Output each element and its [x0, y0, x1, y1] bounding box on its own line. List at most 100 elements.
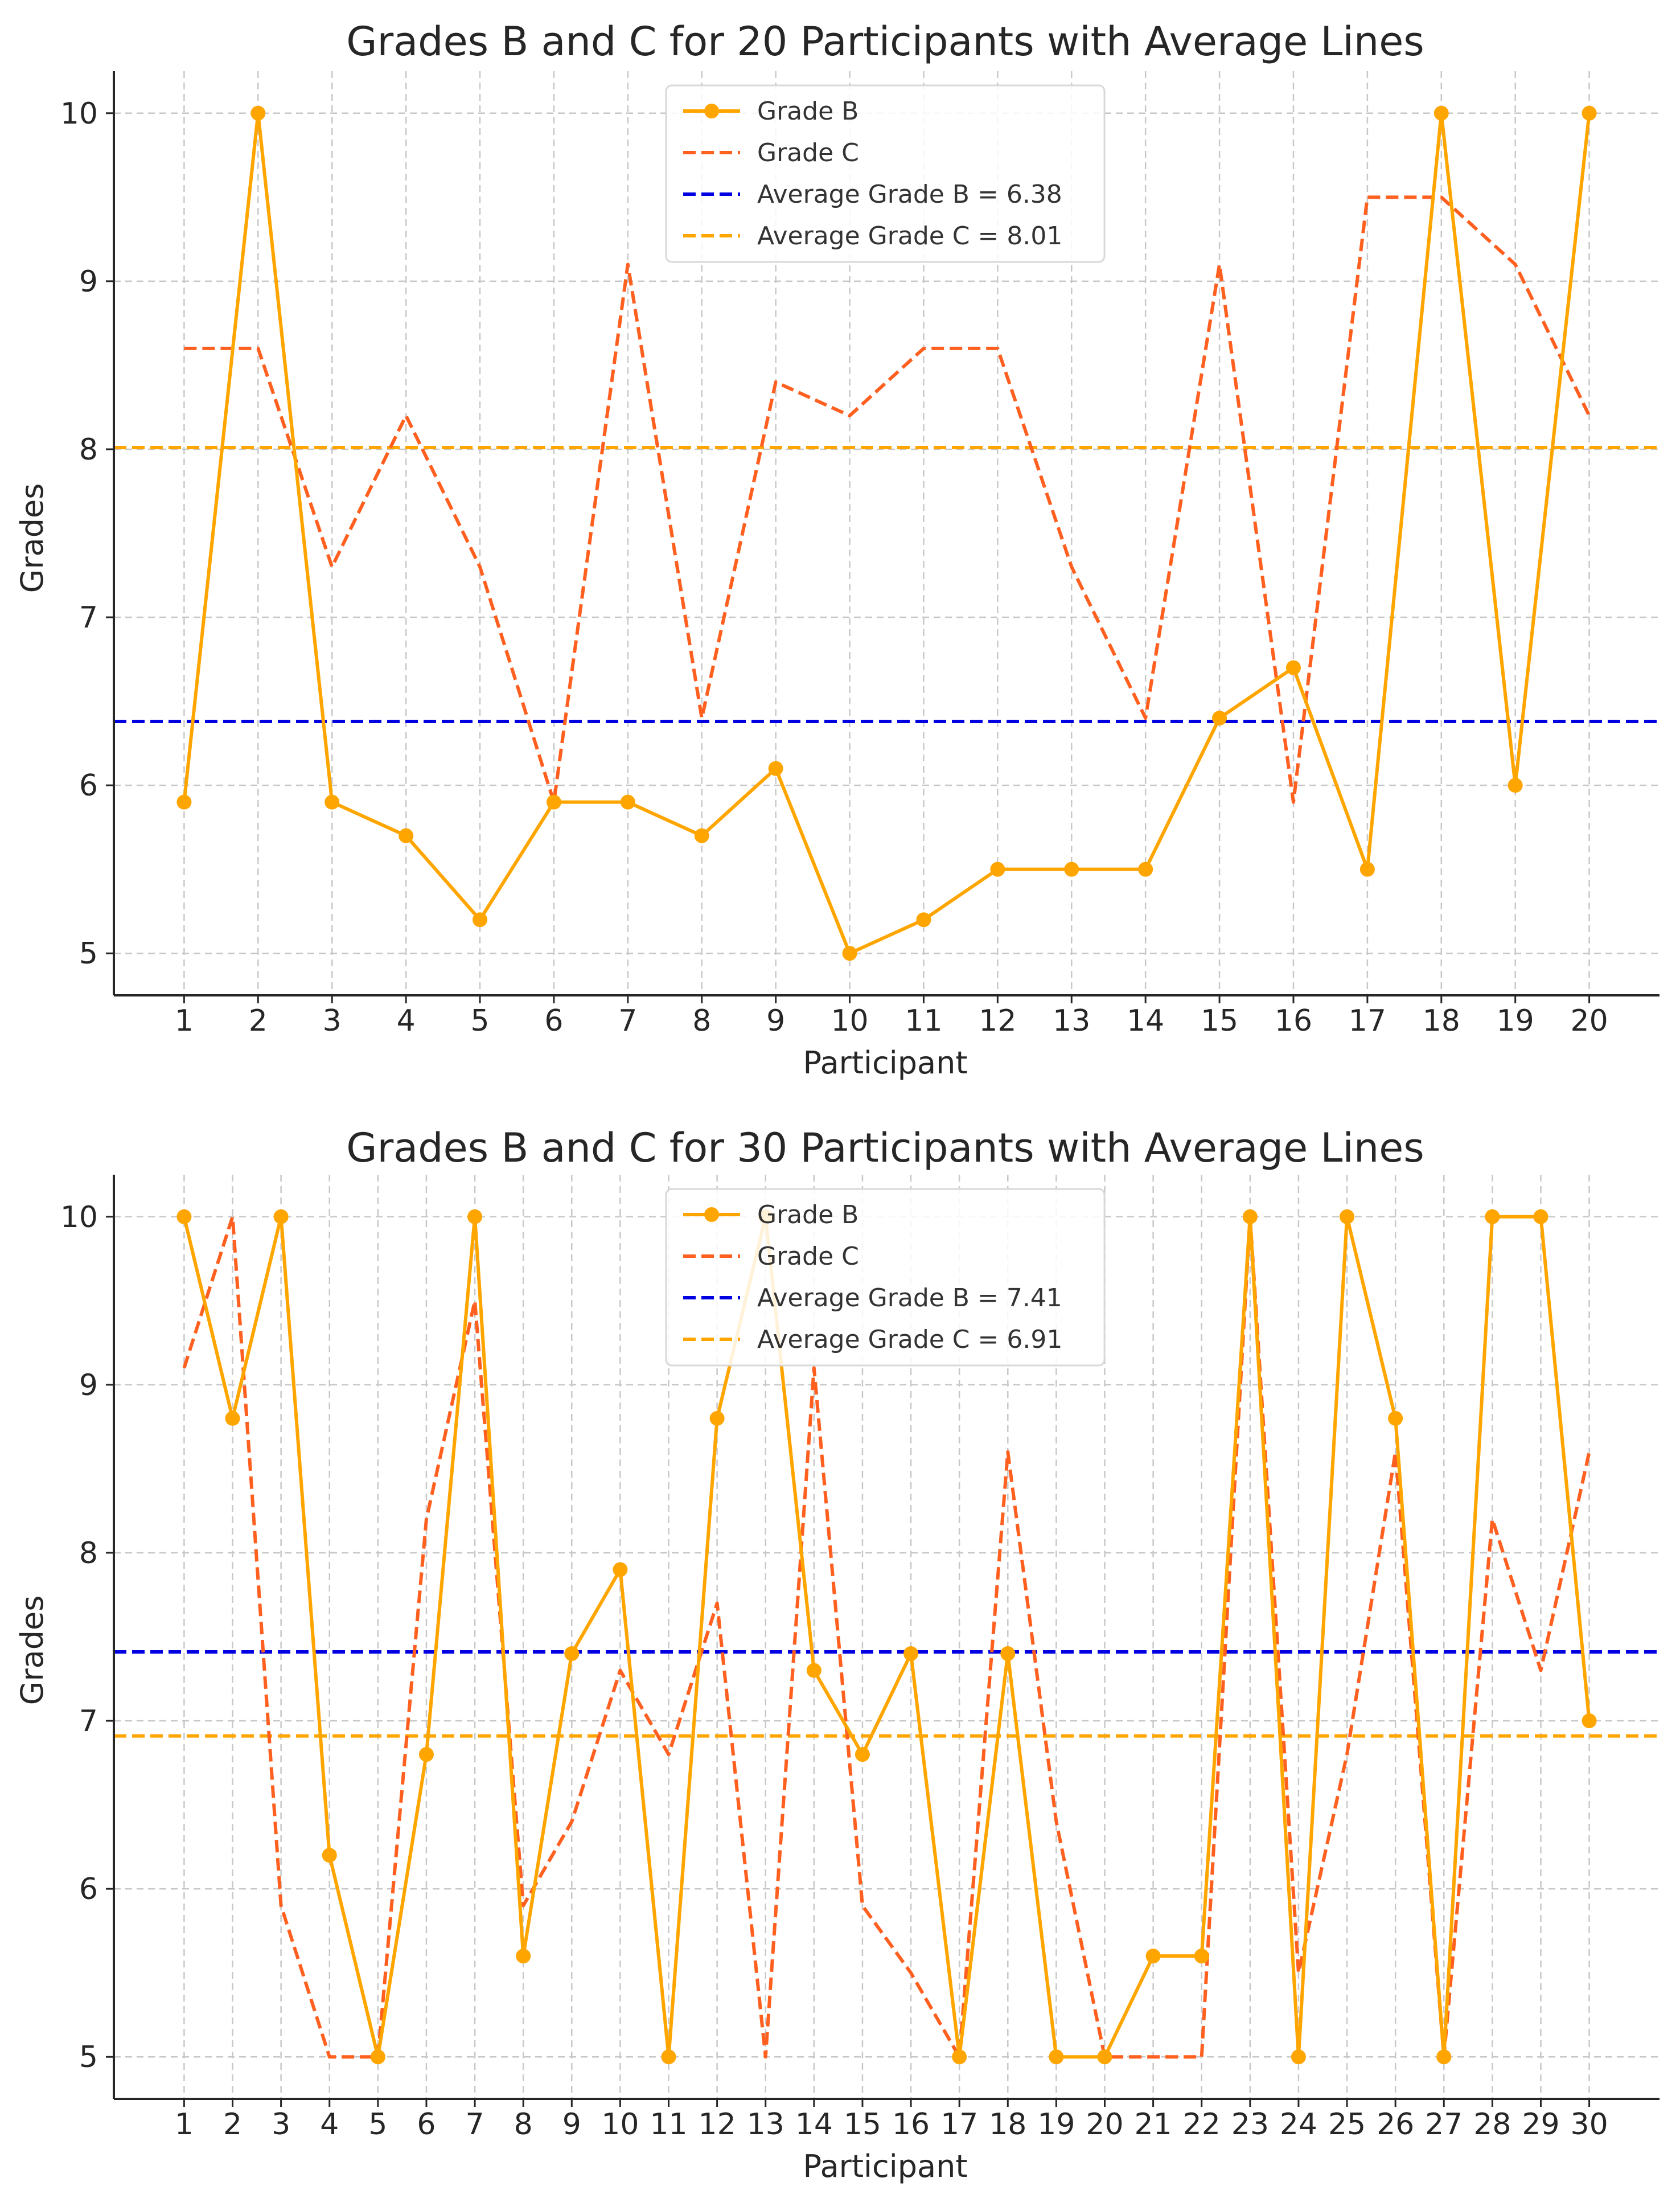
grade-b-point [1340, 1209, 1355, 1224]
grade-b-point [546, 794, 561, 810]
x-tick-label: 18 [989, 2107, 1026, 2142]
x-tick-label: 11 [650, 2107, 687, 2142]
x-tick-label: 16 [892, 2107, 930, 2142]
x-axis-label: Participant [803, 2148, 967, 2184]
grade-b-point [1388, 1410, 1403, 1426]
grade-b-point [325, 794, 340, 810]
x-tick-label: 7 [618, 1004, 637, 1038]
x-tick-label: 14 [795, 2107, 833, 2142]
x-tick-label: 4 [397, 1004, 416, 1038]
grade-b-point [1064, 862, 1079, 877]
grade-b-point [1194, 1949, 1209, 1964]
grade-b-point [1582, 1713, 1597, 1729]
legend-label: Grade C [757, 1242, 859, 1271]
x-tick-label: 20 [1571, 1004, 1608, 1038]
x-tick-label: 15 [1201, 1004, 1238, 1038]
x-tick-label: 26 [1377, 2107, 1414, 2142]
grade-b-point [1145, 1949, 1161, 1964]
grade-b-point [1291, 2049, 1306, 2065]
grade-b-line [182, 1215, 1591, 2059]
x-tick-label: 22 [1183, 2107, 1221, 2142]
legend-box [665, 84, 1106, 263]
x-tick-label: 4 [320, 2107, 339, 2142]
grade-b-point [473, 912, 488, 928]
grade-b-point [613, 1562, 628, 1577]
y-tick-label: 8 [79, 433, 98, 467]
legend-label: Average Grade C = 6.91 [757, 1325, 1062, 1354]
grade-b-point [842, 946, 857, 961]
grade-b-point [564, 1646, 580, 1662]
grade-b-point [250, 105, 266, 121]
legend-label: Grade C [757, 138, 859, 167]
chart-title: Grades B and C for 30 Participants with … [346, 1125, 1424, 1171]
x-tick-label: 3 [272, 2107, 290, 2142]
legend: Grade B Grade C Average Grade B = 7.41 Aver… [665, 1188, 1106, 1367]
y-tick-label: 9 [79, 1368, 98, 1402]
grade-c-line [182, 1215, 1591, 2059]
x-tick-label: 19 [1037, 2107, 1075, 2142]
y-tick-label: 6 [79, 1872, 98, 1906]
x-tick-label: 23 [1231, 2107, 1269, 2142]
grade-b-point [516, 1949, 531, 1964]
legend-label: Average Grade B = 6.38 [757, 180, 1062, 209]
x-tick-label: 10 [601, 2107, 639, 2142]
x-tick-label: 17 [1349, 1004, 1386, 1038]
x-tick-label: 12 [979, 1004, 1016, 1038]
grade-b-point [768, 761, 783, 776]
grade-b-point [855, 1747, 870, 1762]
x-tick-label: 1 [175, 1004, 194, 1038]
x-tick-label: 2 [223, 2107, 242, 2142]
x-tick-label: 8 [692, 1004, 711, 1038]
grade-b-point [916, 912, 931, 928]
grade-b-point [418, 1747, 434, 1762]
x-tick-label: 15 [844, 2107, 881, 2142]
x-tick-label: 13 [747, 2107, 784, 2142]
grade-b-point [1242, 1209, 1258, 1224]
grade-b-point [806, 1663, 821, 1678]
grade-b-point [1138, 862, 1153, 877]
x-tick-label: 6 [417, 2107, 436, 2142]
legend-label: Grade B [757, 97, 859, 126]
x-tick-label: 1 [175, 2107, 194, 2142]
grade-b-point [620, 794, 635, 810]
y-tick-label: 7 [79, 1704, 98, 1738]
grade-b-point [225, 1410, 240, 1426]
legend-marker [704, 1207, 719, 1222]
x-tick-label: 9 [562, 2107, 581, 2142]
x-tick-label: 11 [905, 1004, 942, 1038]
x-tick-label: 27 [1425, 2107, 1463, 2142]
grade-b-point [694, 828, 709, 843]
grade-b-point [370, 2049, 385, 2065]
legend-label: Average Grade B = 7.41 [757, 1283, 1062, 1313]
x-tick-label: 14 [1127, 1004, 1164, 1038]
grade-c-line [184, 195, 1591, 804]
x-tick-label: 9 [766, 1004, 785, 1038]
x-tick-label: 25 [1328, 2107, 1366, 2142]
grade-b-point [322, 1848, 337, 1863]
grade-b-point [1485, 1209, 1500, 1224]
legend-label: Grade B [757, 1200, 859, 1229]
chart-20-participants: Grades B and C for 20 Participants with … [14, 18, 1660, 1081]
grade-b-point [176, 794, 192, 810]
x-tick-label: 19 [1497, 1004, 1534, 1038]
x-tick-label: 2 [249, 1004, 268, 1038]
x-tick-label: 8 [514, 2107, 533, 2142]
legend-marker [704, 104, 719, 118]
y-tick-label: 5 [79, 937, 98, 971]
grade-b-point [273, 1209, 289, 1224]
x-axis-label: Participant [803, 1045, 967, 1081]
grade-b-point [1533, 1209, 1548, 1224]
grade-b-point [1436, 2049, 1452, 2065]
y-tick-label: 6 [79, 769, 98, 803]
legend: Grade B Grade C Average Grade B = 6.38 Aver… [665, 84, 1106, 263]
x-tick-label: 10 [831, 1004, 868, 1038]
x-tick-label: 7 [466, 2107, 484, 2142]
x-tick-label: 17 [940, 2107, 978, 2142]
grade-b-point [661, 2049, 676, 2065]
y-tick-label: 5 [79, 2040, 98, 2074]
grade-b-point [399, 828, 414, 843]
grade-b-point [1049, 2049, 1064, 2065]
x-tick-label: 12 [699, 2107, 736, 2142]
x-tick-label: 13 [1053, 1004, 1090, 1038]
legend-label: Average Grade C = 8.01 [757, 222, 1062, 251]
